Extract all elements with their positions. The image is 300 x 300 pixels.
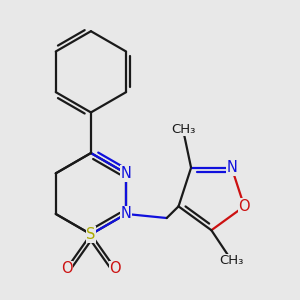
Text: N: N bbox=[226, 160, 237, 175]
Text: CH₃: CH₃ bbox=[220, 254, 244, 267]
Text: S: S bbox=[86, 227, 96, 242]
Text: N: N bbox=[121, 166, 131, 181]
Text: O: O bbox=[238, 199, 250, 214]
Text: O: O bbox=[110, 261, 121, 276]
Text: N: N bbox=[121, 206, 131, 221]
Text: CH₃: CH₃ bbox=[171, 123, 195, 136]
Text: O: O bbox=[61, 261, 72, 276]
